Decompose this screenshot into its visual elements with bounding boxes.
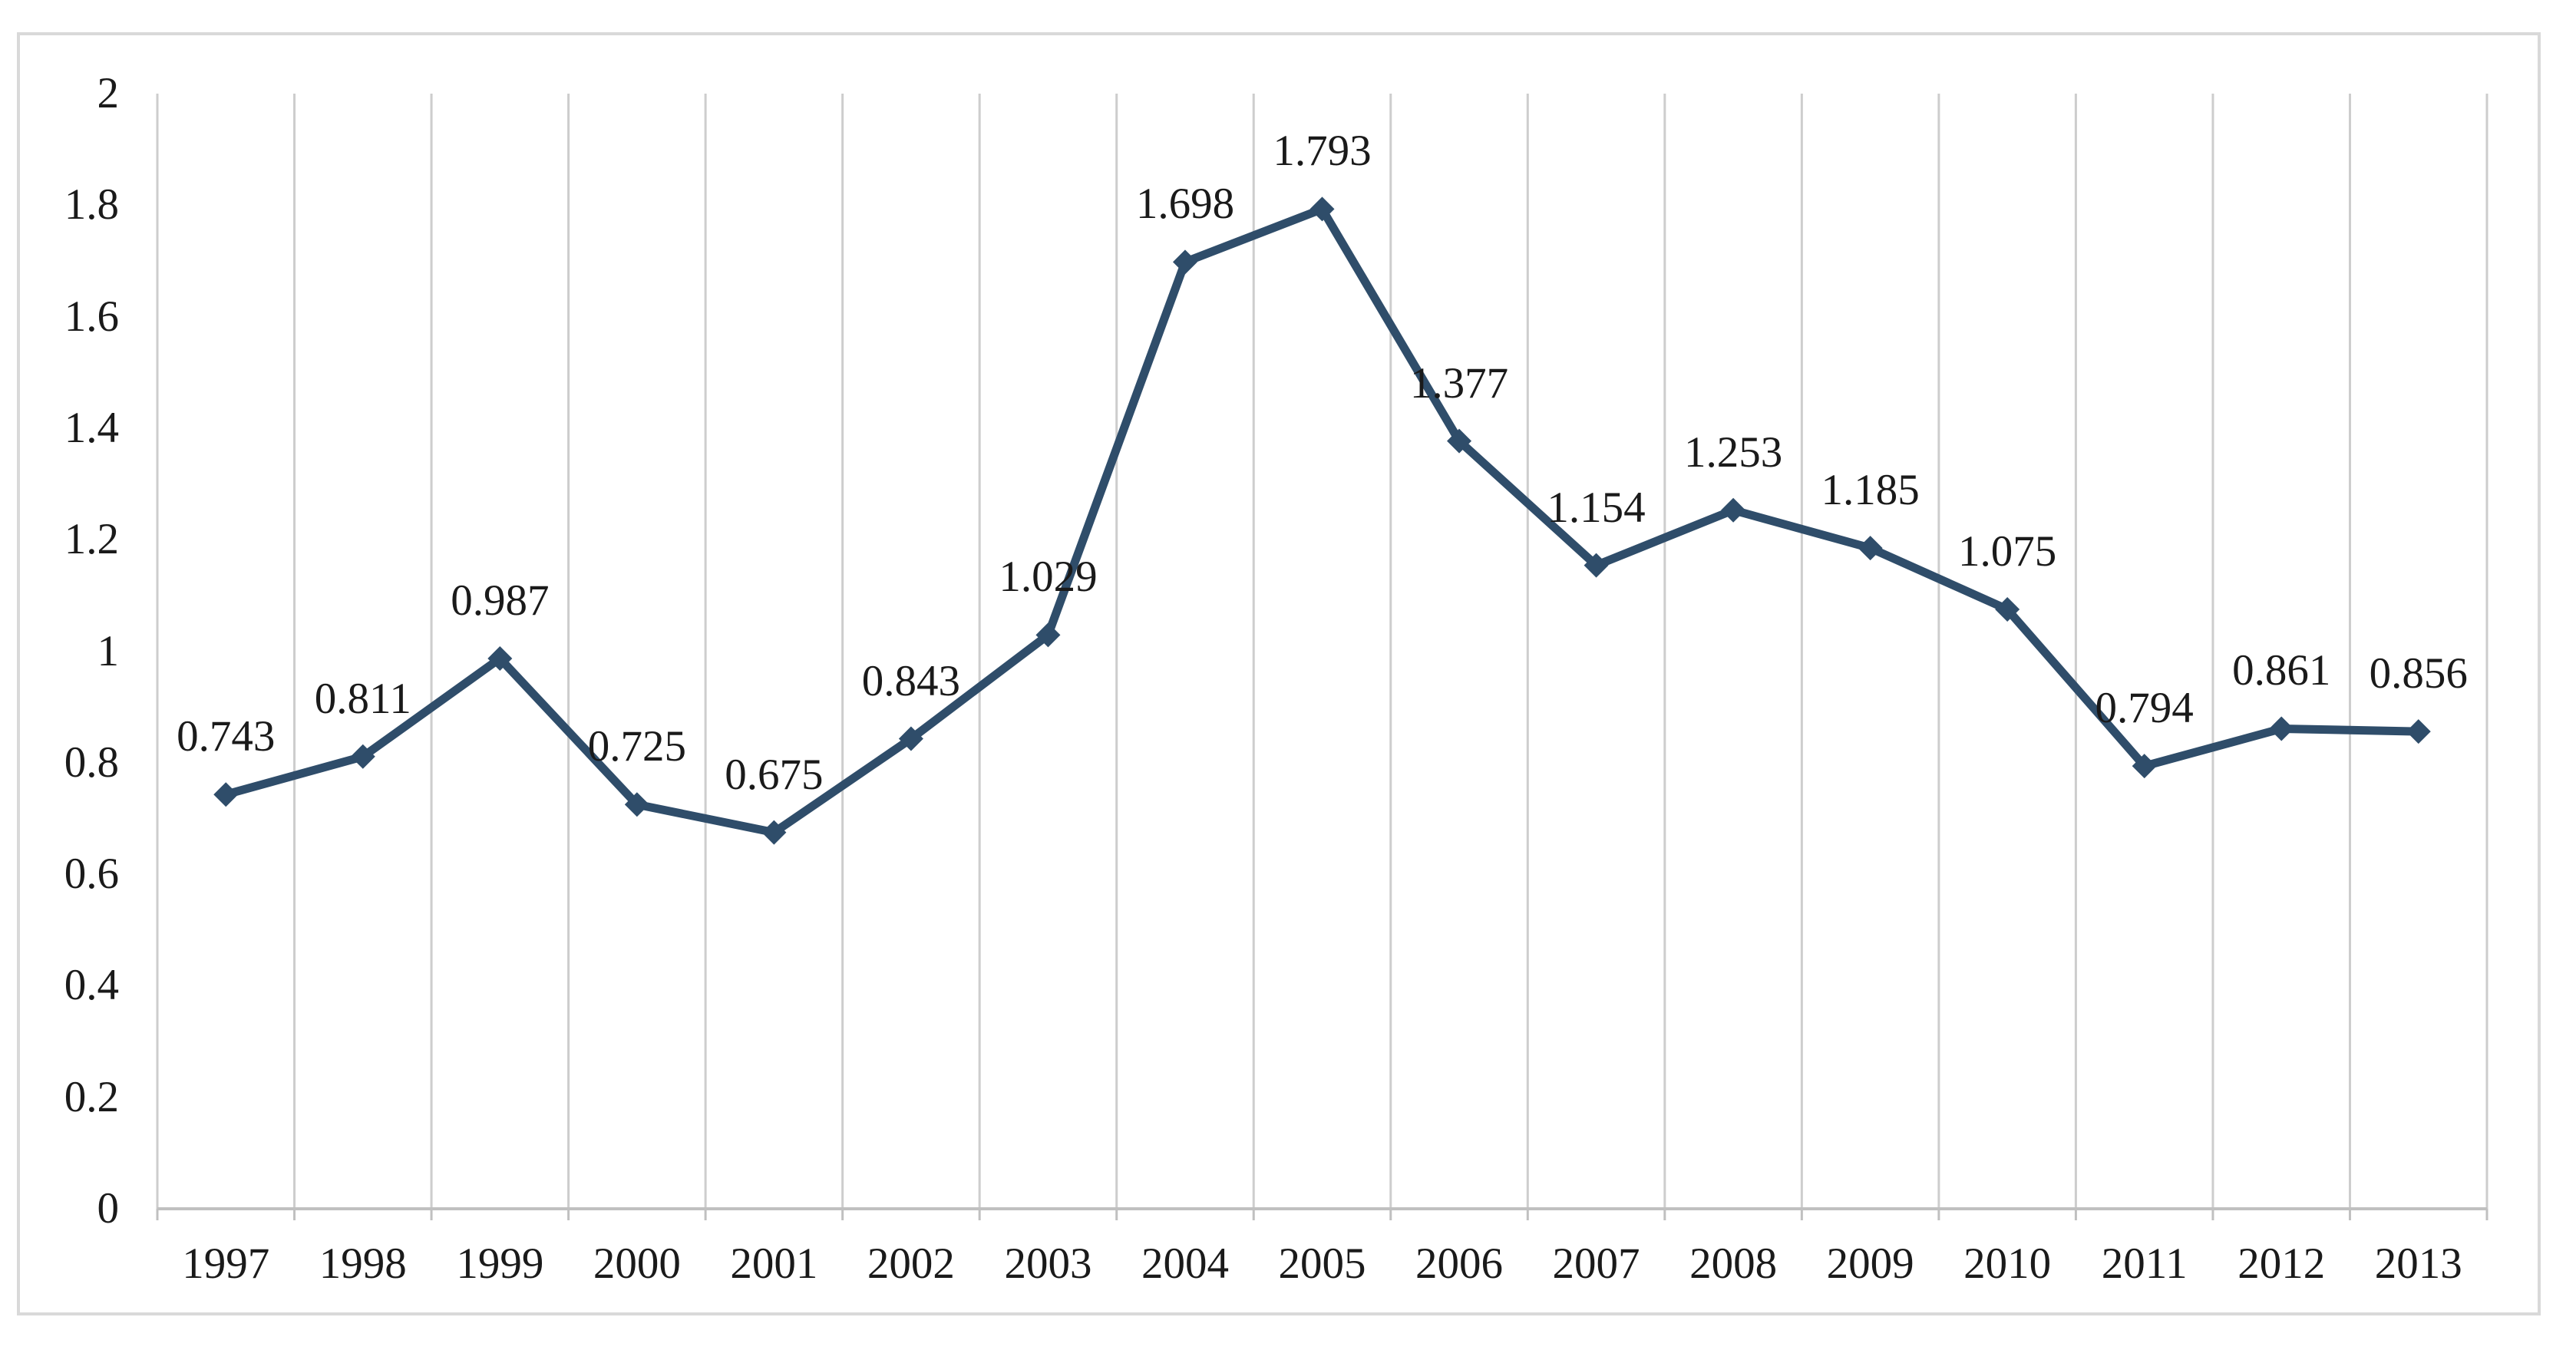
data-point-marker — [1721, 497, 1746, 523]
data-point-marker — [1035, 622, 1061, 648]
x-tick-label: 2005 — [1278, 1239, 1366, 1288]
data-label: 0.675 — [725, 750, 824, 799]
y-tick-label: 2 — [97, 69, 120, 117]
data-point-marker — [1447, 428, 1472, 454]
data-point-marker — [213, 782, 239, 807]
data-label: 0.794 — [2095, 684, 2194, 733]
x-tick-label: 2003 — [1004, 1239, 1092, 1288]
x-tick-label: 1997 — [182, 1239, 270, 1288]
data-point-marker — [350, 744, 375, 769]
x-tick-label: 1999 — [456, 1239, 544, 1288]
y-tick-label: 0.6 — [64, 850, 119, 899]
data-point-marker — [898, 726, 923, 751]
x-tick-label: 2000 — [593, 1239, 681, 1288]
x-tick-label: 2010 — [1963, 1239, 2052, 1288]
y-tick-label: 0.2 — [64, 1072, 119, 1121]
data-point-marker — [2132, 754, 2157, 779]
data-point-marker — [624, 792, 649, 817]
data-point-marker — [761, 820, 787, 845]
y-tick-label: 1.4 — [64, 403, 119, 452]
data-label: 0.856 — [2369, 649, 2468, 698]
data-label: 1.029 — [999, 553, 1098, 602]
x-tick-label: 2011 — [2101, 1239, 2188, 1288]
x-tick-label: 2013 — [2374, 1239, 2462, 1288]
data-label: 1.698 — [1135, 180, 1235, 229]
y-tick-label: 0 — [97, 1184, 120, 1233]
data-point-marker — [1172, 249, 1197, 275]
x-tick-label: 2004 — [1141, 1239, 1229, 1288]
y-tick-label: 1 — [97, 626, 120, 675]
data-label: 0.811 — [314, 674, 411, 723]
data-point-marker — [2406, 719, 2431, 744]
chart-area-border — [17, 32, 2541, 1315]
data-point-marker — [1309, 196, 1335, 222]
y-tick-label: 0.4 — [64, 961, 119, 1010]
data-label: 0.861 — [2232, 646, 2331, 695]
data-label: 1.793 — [1273, 127, 1372, 176]
x-tick-label: 2001 — [730, 1239, 818, 1288]
y-tick-label: 1.6 — [64, 292, 119, 341]
data-point-marker — [487, 645, 513, 671]
data-point-marker — [1995, 597, 2020, 622]
x-tick-label: 2007 — [1552, 1239, 1640, 1288]
data-point-marker — [2269, 716, 2294, 741]
data-label: 0.987 — [451, 576, 550, 625]
data-label: 1.253 — [1683, 427, 1783, 477]
y-tick-label: 1.8 — [64, 180, 119, 229]
data-label: 1.185 — [1821, 466, 1920, 515]
x-tick-label: 2006 — [1415, 1239, 1504, 1288]
data-label: 0.843 — [861, 656, 961, 705]
data-label: 1.377 — [1409, 358, 1509, 408]
data-label: 1.154 — [1547, 483, 1646, 532]
data-label: 0.743 — [177, 712, 276, 761]
data-point-marker — [1584, 553, 1609, 578]
data-label: 1.075 — [1958, 527, 2057, 576]
x-tick-label: 1998 — [319, 1239, 407, 1288]
data-label: 0.725 — [587, 722, 686, 771]
y-tick-label: 1.2 — [64, 515, 119, 564]
x-tick-label: 2002 — [867, 1239, 955, 1288]
x-tick-label: 2009 — [1826, 1239, 1914, 1288]
y-tick-label: 0.8 — [64, 738, 119, 787]
data-point-marker — [1858, 536, 1883, 561]
x-tick-label: 2008 — [1689, 1239, 1778, 1288]
x-tick-label: 2012 — [2237, 1239, 2326, 1288]
